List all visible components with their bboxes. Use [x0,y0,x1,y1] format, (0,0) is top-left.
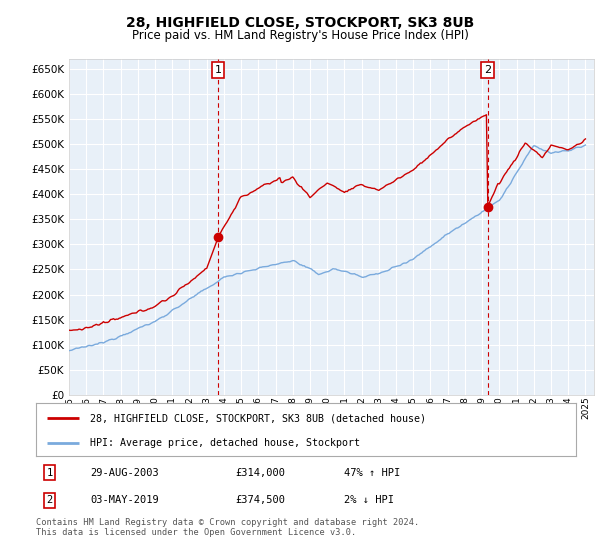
Text: £314,000: £314,000 [236,468,286,478]
Text: 03-MAY-2019: 03-MAY-2019 [90,496,159,505]
Text: Contains HM Land Registry data © Crown copyright and database right 2024.
This d: Contains HM Land Registry data © Crown c… [36,518,419,538]
Text: Price paid vs. HM Land Registry's House Price Index (HPI): Price paid vs. HM Land Registry's House … [131,29,469,42]
Text: HPI: Average price, detached house, Stockport: HPI: Average price, detached house, Stoc… [90,437,360,447]
Text: 2% ↓ HPI: 2% ↓ HPI [344,496,394,505]
Text: 29-AUG-2003: 29-AUG-2003 [90,468,159,478]
Text: 2: 2 [484,65,491,75]
Text: 28, HIGHFIELD CLOSE, STOCKPORT, SK3 8UB: 28, HIGHFIELD CLOSE, STOCKPORT, SK3 8UB [126,16,474,30]
Text: 1: 1 [215,65,221,75]
Text: 2: 2 [46,496,53,505]
Text: 47% ↑ HPI: 47% ↑ HPI [344,468,400,478]
Text: 28, HIGHFIELD CLOSE, STOCKPORT, SK3 8UB (detached house): 28, HIGHFIELD CLOSE, STOCKPORT, SK3 8UB … [90,413,426,423]
Text: 1: 1 [46,468,53,478]
Text: £374,500: £374,500 [236,496,286,505]
